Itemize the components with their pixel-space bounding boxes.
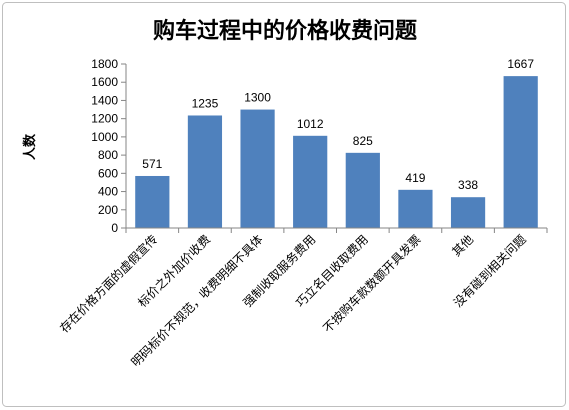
y-tick-label: 1600 xyxy=(91,75,118,89)
data-labels: 571 1235 1300 1012 825 419 338 1667 xyxy=(142,57,534,192)
y-tick-label: 0 xyxy=(111,221,118,235)
bar xyxy=(345,152,380,228)
chart-border xyxy=(2,2,566,407)
bar xyxy=(135,175,170,228)
y-tick-label: 1800 xyxy=(91,57,118,71)
bar xyxy=(450,197,486,228)
bar xyxy=(240,109,275,228)
bar-series xyxy=(135,76,538,229)
bar xyxy=(503,76,538,229)
y-tick-label: 400 xyxy=(98,185,118,199)
bar xyxy=(187,115,223,228)
y-tick-label: 800 xyxy=(98,148,118,162)
data-label: 571 xyxy=(142,157,162,171)
y-axis-title: 人数 xyxy=(22,133,37,160)
data-label: 1300 xyxy=(244,91,271,105)
y-tick-label: 1000 xyxy=(91,130,118,144)
data-label: 338 xyxy=(458,178,478,192)
data-label: 1012 xyxy=(297,117,324,131)
data-label: 825 xyxy=(353,134,373,148)
y-axis: 0 200 400 600 800 1000 1200 1400 1600 1800 xyxy=(91,57,127,235)
data-label: 419 xyxy=(405,171,425,185)
data-label: 1235 xyxy=(192,96,219,110)
bar xyxy=(293,135,328,228)
data-label: 1667 xyxy=(507,57,534,71)
y-tick-label: 1400 xyxy=(91,93,118,107)
y-tick-label: 200 xyxy=(98,203,118,217)
x-axis xyxy=(125,227,548,233)
chart-title: 购车过程中的价格收费问题 xyxy=(153,18,418,43)
y-tick-label: 600 xyxy=(98,166,118,180)
y-tick-label: 1200 xyxy=(91,112,118,126)
bar xyxy=(398,189,433,228)
